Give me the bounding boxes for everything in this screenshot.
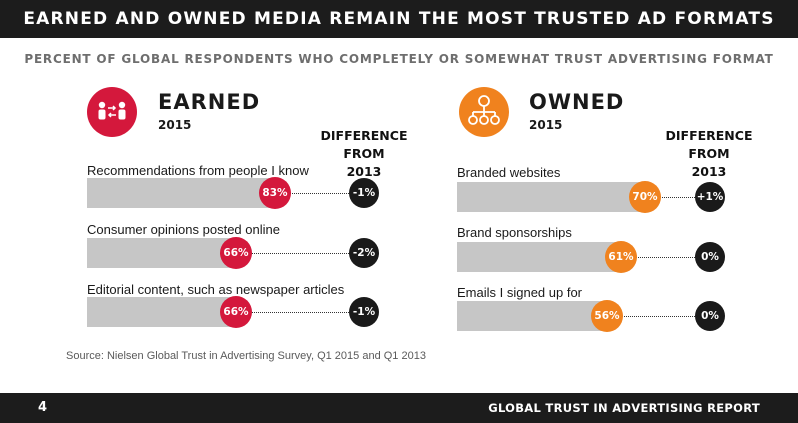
difference-label: +1% <box>695 182 725 212</box>
connector-line <box>635 257 695 258</box>
difference-header-line: FROM <box>343 146 385 161</box>
bar <box>87 238 236 268</box>
connector-line <box>250 253 349 254</box>
earned-year: 2015 <box>158 118 192 132</box>
report-title: GLOBAL TRUST IN ADVERTISING REPORT <box>488 401 760 415</box>
difference-label: -1% <box>349 297 379 327</box>
difference-header-line: 2013 <box>691 164 727 179</box>
difference-label: 0% <box>695 242 725 272</box>
connector-line <box>250 312 349 313</box>
difference-label: -1% <box>349 178 379 208</box>
connector-line <box>289 193 349 194</box>
category-label: Editorial content, such as newspaper art… <box>87 282 345 297</box>
difference-header-line: 2013 <box>346 164 382 179</box>
value-label: 70% <box>629 181 661 213</box>
difference-label: 0% <box>695 301 725 331</box>
owned-difference-header: DIFFERENCE FROM 2013 <box>654 127 764 181</box>
hierarchy-network-icon <box>459 87 509 137</box>
earned-title: EARNED <box>158 90 261 114</box>
bar <box>87 297 236 327</box>
bar <box>457 182 645 212</box>
value-label: 56% <box>591 300 623 332</box>
category-label: Consumer opinions posted online <box>87 222 280 237</box>
difference-header-line: DIFFERENCE <box>665 128 753 143</box>
connector-line <box>659 197 695 198</box>
value-label: 83% <box>259 177 291 209</box>
top-title-bar: EARNED AND OWNED MEDIA REMAIN THE MOST T… <box>0 0 798 38</box>
owned-title: OWNED <box>529 90 625 114</box>
category-label: Emails I signed up for <box>457 285 583 300</box>
category-label: Branded websites <box>457 165 561 180</box>
difference-label: -2% <box>349 238 379 268</box>
category-label: Recommendations from people I know <box>87 163 309 178</box>
difference-header-line: DIFFERENCE <box>320 128 408 143</box>
footer-bar: 4 GLOBAL TRUST IN ADVERTISING REPORT <box>0 393 798 423</box>
people-exchange-icon <box>87 87 137 137</box>
value-label: 66% <box>220 296 252 328</box>
owned-year: 2015 <box>529 118 563 132</box>
source-note: Source: Nielsen Global Trust in Advertis… <box>66 350 426 362</box>
value-label: 66% <box>220 237 252 269</box>
page-number: 4 <box>38 400 48 415</box>
page-title: EARNED AND OWNED MEDIA REMAIN THE MOST T… <box>23 9 775 29</box>
bar <box>87 178 275 208</box>
chart-subtitle: PERCENT OF GLOBAL RESPONDENTS WHO COMPLE… <box>24 52 774 66</box>
bar <box>457 242 621 272</box>
bar <box>457 301 607 331</box>
value-label: 61% <box>605 241 637 273</box>
earned-difference-header: DIFFERENCE FROM 2013 <box>309 127 419 181</box>
category-label: Brand sponsorships <box>457 225 572 240</box>
difference-header-line: FROM <box>688 146 730 161</box>
connector-line <box>621 316 695 317</box>
